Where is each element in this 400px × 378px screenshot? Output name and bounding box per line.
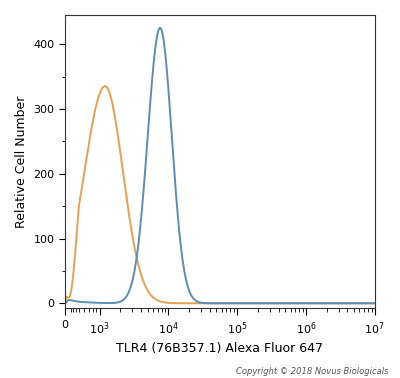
X-axis label: TLR4 (76B357.1) Alexa Fluor 647: TLR4 (76B357.1) Alexa Fluor 647 bbox=[116, 342, 324, 355]
Y-axis label: Relative Cell Number: Relative Cell Number bbox=[15, 96, 28, 228]
Text: Copyright © 2018 Novus Biologicals: Copyright © 2018 Novus Biologicals bbox=[236, 367, 388, 376]
